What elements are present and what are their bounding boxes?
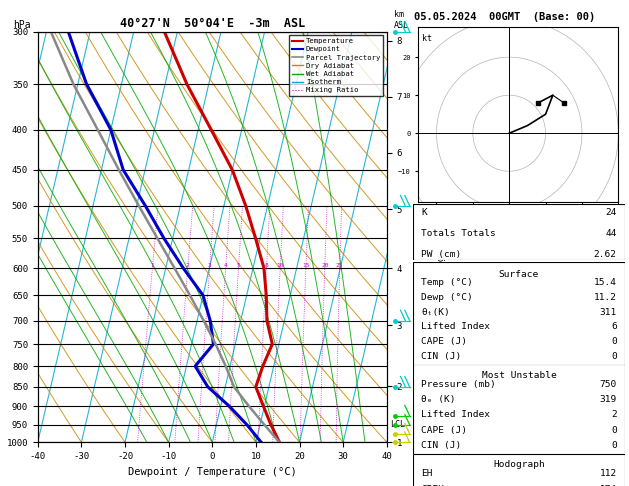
Text: 174: 174 (599, 485, 616, 486)
Y-axis label: Mixing Ratio (g/kg): Mixing Ratio (g/kg) (437, 186, 446, 288)
Text: 319: 319 (599, 395, 616, 404)
Text: 1: 1 (150, 263, 154, 268)
Text: Hodograph: Hodograph (493, 460, 545, 469)
Text: Lifted Index: Lifted Index (421, 410, 490, 419)
Text: Totals Totals: Totals Totals (421, 229, 496, 238)
Text: 0: 0 (611, 441, 616, 450)
Text: Most Unstable: Most Unstable (482, 371, 556, 380)
Text: CAPE (J): CAPE (J) (421, 426, 467, 434)
FancyBboxPatch shape (413, 262, 625, 364)
Text: hPa: hPa (13, 19, 31, 30)
Text: Surface: Surface (499, 270, 539, 278)
Text: 0: 0 (611, 352, 616, 361)
Text: PW (cm): PW (cm) (421, 250, 462, 259)
Text: CAPE (J): CAPE (J) (421, 337, 467, 346)
Text: CIN (J): CIN (J) (421, 441, 462, 450)
Text: EH: EH (421, 469, 433, 478)
Text: LCL: LCL (391, 420, 405, 429)
Text: θₜ(K): θₜ(K) (421, 308, 450, 317)
Text: Pressure (mb): Pressure (mb) (421, 380, 496, 389)
Text: 750: 750 (599, 380, 616, 389)
Text: kt: kt (422, 34, 432, 43)
Text: 20: 20 (321, 263, 328, 268)
Text: 25: 25 (336, 263, 343, 268)
Text: 2: 2 (611, 410, 616, 419)
Text: 8: 8 (265, 263, 269, 268)
Text: SREH: SREH (421, 485, 444, 486)
Text: 05.05.2024  00GMT  (Base: 00): 05.05.2024 00GMT (Base: 00) (414, 12, 595, 22)
Text: 2.62: 2.62 (594, 250, 616, 259)
Text: Lifted Index: Lifted Index (421, 322, 490, 331)
Text: 0: 0 (611, 426, 616, 434)
FancyBboxPatch shape (413, 454, 625, 486)
Text: 4: 4 (224, 263, 228, 268)
Text: Temp (°C): Temp (°C) (421, 278, 473, 287)
Text: 24: 24 (605, 208, 616, 217)
Text: θₑ (K): θₑ (K) (421, 395, 455, 404)
Text: 6: 6 (611, 322, 616, 331)
Text: 3: 3 (208, 263, 211, 268)
Text: Dewp (°C): Dewp (°C) (421, 293, 473, 302)
Text: 15: 15 (302, 263, 309, 268)
Text: 44: 44 (605, 229, 616, 238)
Text: CIN (J): CIN (J) (421, 352, 462, 361)
Text: 11.2: 11.2 (594, 293, 616, 302)
Text: 15.4: 15.4 (594, 278, 616, 287)
Text: 112: 112 (599, 469, 616, 478)
Text: 5: 5 (237, 263, 240, 268)
FancyBboxPatch shape (413, 364, 625, 454)
FancyBboxPatch shape (413, 204, 625, 260)
Text: K: K (421, 208, 427, 217)
Text: 10: 10 (276, 263, 284, 268)
Legend: Temperature, Dewpoint, Parcel Trajectory, Dry Adiabat, Wet Adiabat, Isotherm, Mi: Temperature, Dewpoint, Parcel Trajectory… (289, 35, 383, 96)
Text: 311: 311 (599, 308, 616, 317)
X-axis label: Dewpoint / Temperature (°C): Dewpoint / Temperature (°C) (128, 467, 297, 477)
Text: 2: 2 (186, 263, 189, 268)
Text: km
ASL: km ASL (394, 10, 409, 30)
Text: 0: 0 (611, 337, 616, 346)
Title: 40°27'N  50°04'E  -3m  ASL: 40°27'N 50°04'E -3m ASL (120, 17, 305, 31)
